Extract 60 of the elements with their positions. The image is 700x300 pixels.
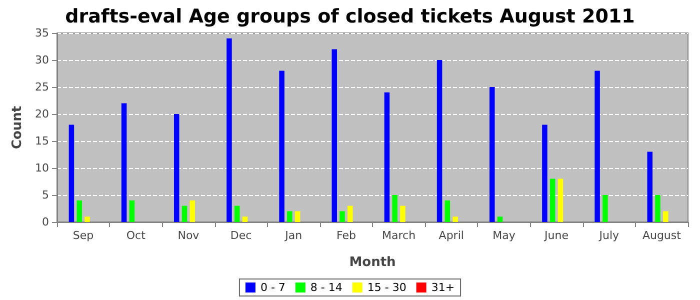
bar <box>340 211 345 222</box>
bar <box>279 70 284 222</box>
bar <box>647 152 653 222</box>
y-tick-label: 30 <box>35 54 49 66</box>
y-tick-label: 0 <box>42 216 49 228</box>
y-tick-label: 15 <box>35 134 49 148</box>
legend-label: 0 - 7 <box>260 281 286 294</box>
bar <box>68 124 74 222</box>
bar <box>84 216 90 222</box>
x-tick-label: Jan <box>284 229 302 242</box>
bar <box>558 178 564 222</box>
bar <box>121 103 127 222</box>
bar <box>602 195 608 222</box>
bar <box>497 216 503 222</box>
bar <box>550 178 556 222</box>
bar <box>129 200 135 222</box>
bar <box>542 124 548 222</box>
bar <box>294 211 300 222</box>
bar <box>436 60 442 222</box>
bar <box>332 49 338 222</box>
x-tick-label: June <box>544 229 569 242</box>
bar <box>287 211 292 222</box>
x-tick-label: Dec <box>230 229 252 242</box>
x-tick-label: Oct <box>126 229 146 242</box>
x-tick-label: Sep <box>72 229 94 242</box>
y-tick-label: 35 <box>35 26 49 40</box>
legend-label: 31+ <box>431 281 455 294</box>
legend-label: 15 - 30 <box>367 281 406 294</box>
bar <box>242 216 248 222</box>
bar <box>392 195 398 222</box>
x-tick-label: May <box>492 229 516 242</box>
x-tick-label: August <box>642 229 682 242</box>
x-axis-title: Month <box>349 255 396 270</box>
y-tick-label: 10 <box>35 162 49 174</box>
bar <box>182 206 188 222</box>
y-tick-label: 5 <box>42 188 49 202</box>
x-tick-label: March <box>382 229 416 242</box>
y-tick-label: 25 <box>35 80 49 94</box>
x-tick-label: Feb <box>336 229 356 242</box>
bar <box>76 200 82 222</box>
y-axis-title: Count <box>10 106 26 150</box>
bar <box>655 195 660 222</box>
bar <box>174 114 180 222</box>
x-tick-label: April <box>438 229 464 242</box>
bar <box>452 216 458 222</box>
bar <box>226 38 232 222</box>
legend-label: 8 - 14 <box>310 281 342 294</box>
chart-title: drafts-eval Age groups of closed tickets August 2011 <box>65 6 635 28</box>
bar <box>663 211 668 222</box>
y-tick-label: 20 <box>35 108 49 120</box>
bar <box>444 200 450 222</box>
bar <box>384 92 390 222</box>
x-tick-label: July <box>598 229 620 242</box>
x-tick-label: Nov <box>178 229 200 242</box>
bar <box>490 87 495 222</box>
bar <box>594 70 600 222</box>
bar <box>234 206 240 222</box>
bar <box>348 206 353 222</box>
bar <box>190 200 196 222</box>
bar <box>400 206 406 222</box>
